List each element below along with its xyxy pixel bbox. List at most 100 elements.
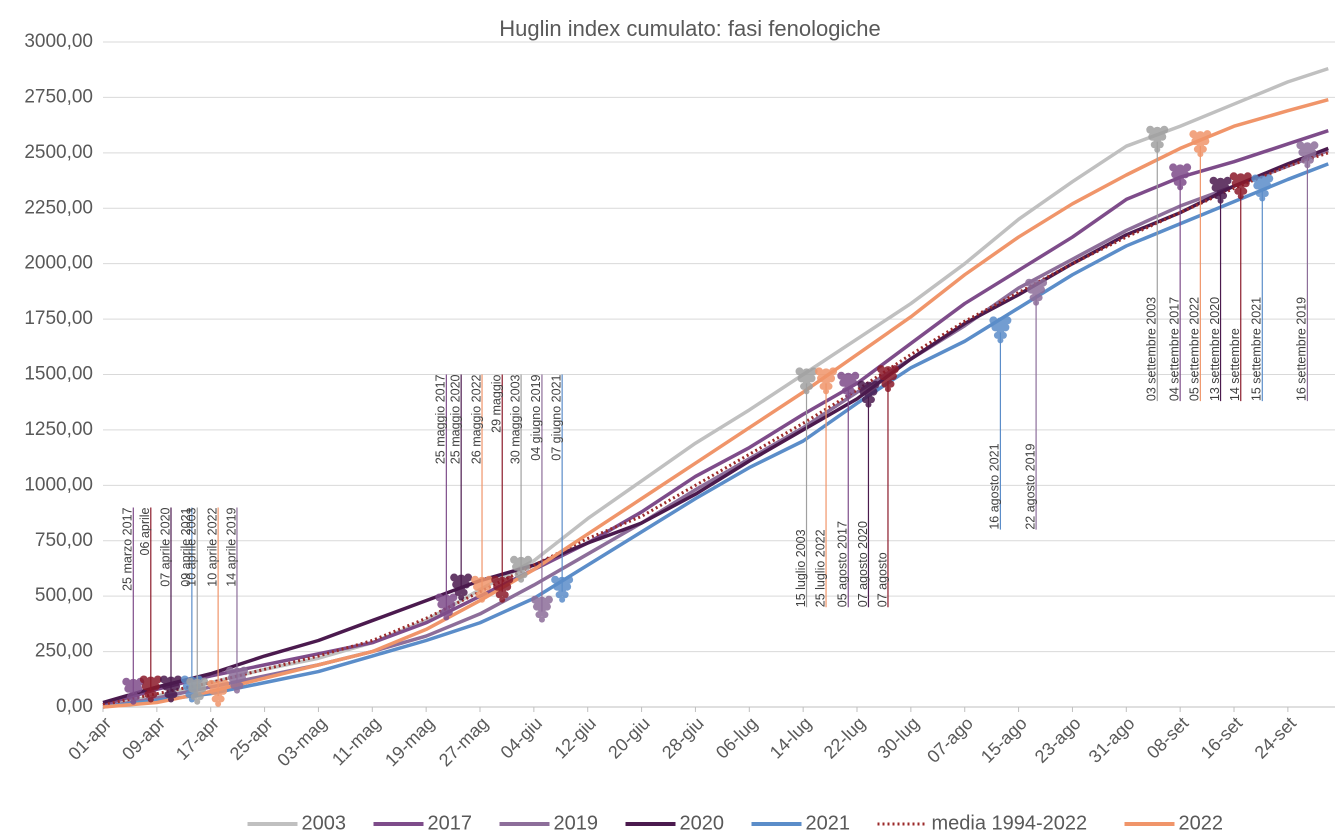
grape-berry — [1300, 156, 1308, 164]
grape-icon — [1169, 163, 1192, 191]
grape-berry — [439, 608, 447, 616]
legend-label: 2019 — [554, 812, 599, 834]
grape-berry — [211, 695, 219, 703]
series-line — [102, 151, 1329, 707]
grape-berry — [170, 690, 178, 698]
grape-icon — [225, 666, 248, 694]
annotation-label: 04 giugno 2019 — [529, 374, 543, 460]
grape-berry — [132, 693, 140, 701]
y-tick-label: 2250,00 — [24, 197, 93, 218]
annotation-label: 09 aprile 2021 — [179, 507, 193, 586]
grape-berry — [196, 693, 204, 701]
grape-icon — [435, 593, 458, 621]
grape-berry — [1217, 197, 1224, 204]
annotation-label: 05 settembre 2022 — [1188, 297, 1202, 401]
grape-berry — [458, 594, 465, 601]
grape-berry — [1251, 174, 1260, 183]
annotation-label: 07 agosto — [875, 552, 889, 607]
grape-berry — [890, 365, 899, 374]
grape-icon — [471, 575, 494, 603]
x-tick-label: 23-ago — [1031, 713, 1085, 767]
series-line — [102, 66, 1329, 707]
grape-berry — [445, 608, 453, 616]
grape-berry — [1209, 176, 1218, 185]
grape-berry — [443, 614, 450, 621]
annotation-label: 14 settembre — [1228, 328, 1242, 401]
grape-berry — [173, 675, 182, 684]
grape-berry — [236, 682, 244, 690]
grape-berry — [561, 591, 569, 599]
y-tick-label: 2500,00 — [24, 142, 93, 163]
annotation-label: 07 agosto 2020 — [856, 521, 870, 607]
grape-berry — [139, 675, 148, 684]
x-tick-label: 15-ago — [977, 713, 1031, 767]
grape-berry — [1265, 174, 1274, 183]
grape-icon — [491, 575, 514, 603]
x-tick-label: 12-giu — [550, 713, 600, 763]
legend-label: 2017 — [428, 812, 473, 834]
annotation-label: 29 maggio — [490, 374, 504, 432]
grape-berry — [495, 591, 503, 599]
x-tick-label: 09-apr — [118, 713, 169, 764]
grape-berry — [122, 677, 131, 686]
annotation-label: 05 agosto 2017 — [836, 521, 850, 607]
grape-berry — [861, 396, 869, 404]
grape-berry — [551, 575, 560, 584]
grape-berry — [1259, 195, 1266, 202]
grape-berry — [454, 589, 462, 597]
grape-icon — [857, 380, 880, 408]
grape-berry — [1306, 156, 1314, 164]
grape-berry — [144, 690, 152, 698]
annotation-label: 04 settembre 2017 — [1167, 297, 1181, 401]
grape-berry — [1310, 141, 1319, 150]
grape-berry — [565, 575, 574, 584]
grape-berry — [999, 331, 1007, 339]
x-tick-label: 19-mag — [381, 713, 438, 770]
grape-berry — [1240, 187, 1248, 195]
grape-berry — [847, 387, 855, 395]
annotation-label: 03 settembre 2003 — [1145, 297, 1159, 401]
grape-berry — [544, 595, 553, 604]
x-tick-label: 17-apr — [172, 713, 223, 764]
grape-berry — [524, 555, 533, 564]
x-tick-label: 25-apr — [226, 713, 277, 764]
grape-berry — [435, 593, 444, 602]
grape-berry — [1029, 294, 1037, 302]
grape-berry — [815, 367, 824, 376]
series-line — [102, 146, 1329, 705]
grape-berry — [1199, 145, 1207, 153]
grape-icon — [815, 367, 838, 395]
grape-berry — [837, 371, 846, 380]
annotation-label: 15 luglio 2003 — [794, 529, 808, 607]
grape-berry — [185, 690, 193, 698]
grape-berry — [1243, 172, 1252, 181]
x-tick-label: 04-giu — [497, 713, 547, 763]
x-tick-label: 30-lug — [874, 713, 924, 763]
y-tick-label: 1750,00 — [24, 308, 93, 329]
grape-berry — [1025, 278, 1034, 287]
grape-icon — [530, 595, 553, 623]
grape-berry — [471, 575, 480, 584]
grape-berry — [518, 576, 525, 583]
x-tick-label: 07-ago — [923, 713, 977, 767]
grape-berry — [1179, 178, 1187, 186]
grape-berry — [881, 380, 889, 388]
grape-berry — [884, 386, 891, 393]
grape-icon — [450, 573, 473, 601]
grape-berry — [1160, 125, 1169, 134]
grape-berry — [1197, 151, 1204, 158]
grape-berry — [464, 573, 473, 582]
grape-berry — [239, 666, 248, 675]
grape-berry — [491, 575, 500, 584]
grape-berry — [865, 401, 872, 408]
grape-berry — [230, 682, 238, 690]
x-tick-label: 14-lug — [766, 713, 816, 763]
grape-berry — [841, 387, 849, 395]
grape-berry — [1214, 192, 1222, 200]
x-tick-label: 28-giu — [658, 713, 708, 763]
grape-berry — [233, 687, 240, 694]
grape-berry — [207, 679, 216, 688]
grape-berry — [1220, 192, 1228, 200]
grape-berry — [809, 367, 818, 376]
legend-label: media 1994-2022 — [932, 812, 1088, 834]
